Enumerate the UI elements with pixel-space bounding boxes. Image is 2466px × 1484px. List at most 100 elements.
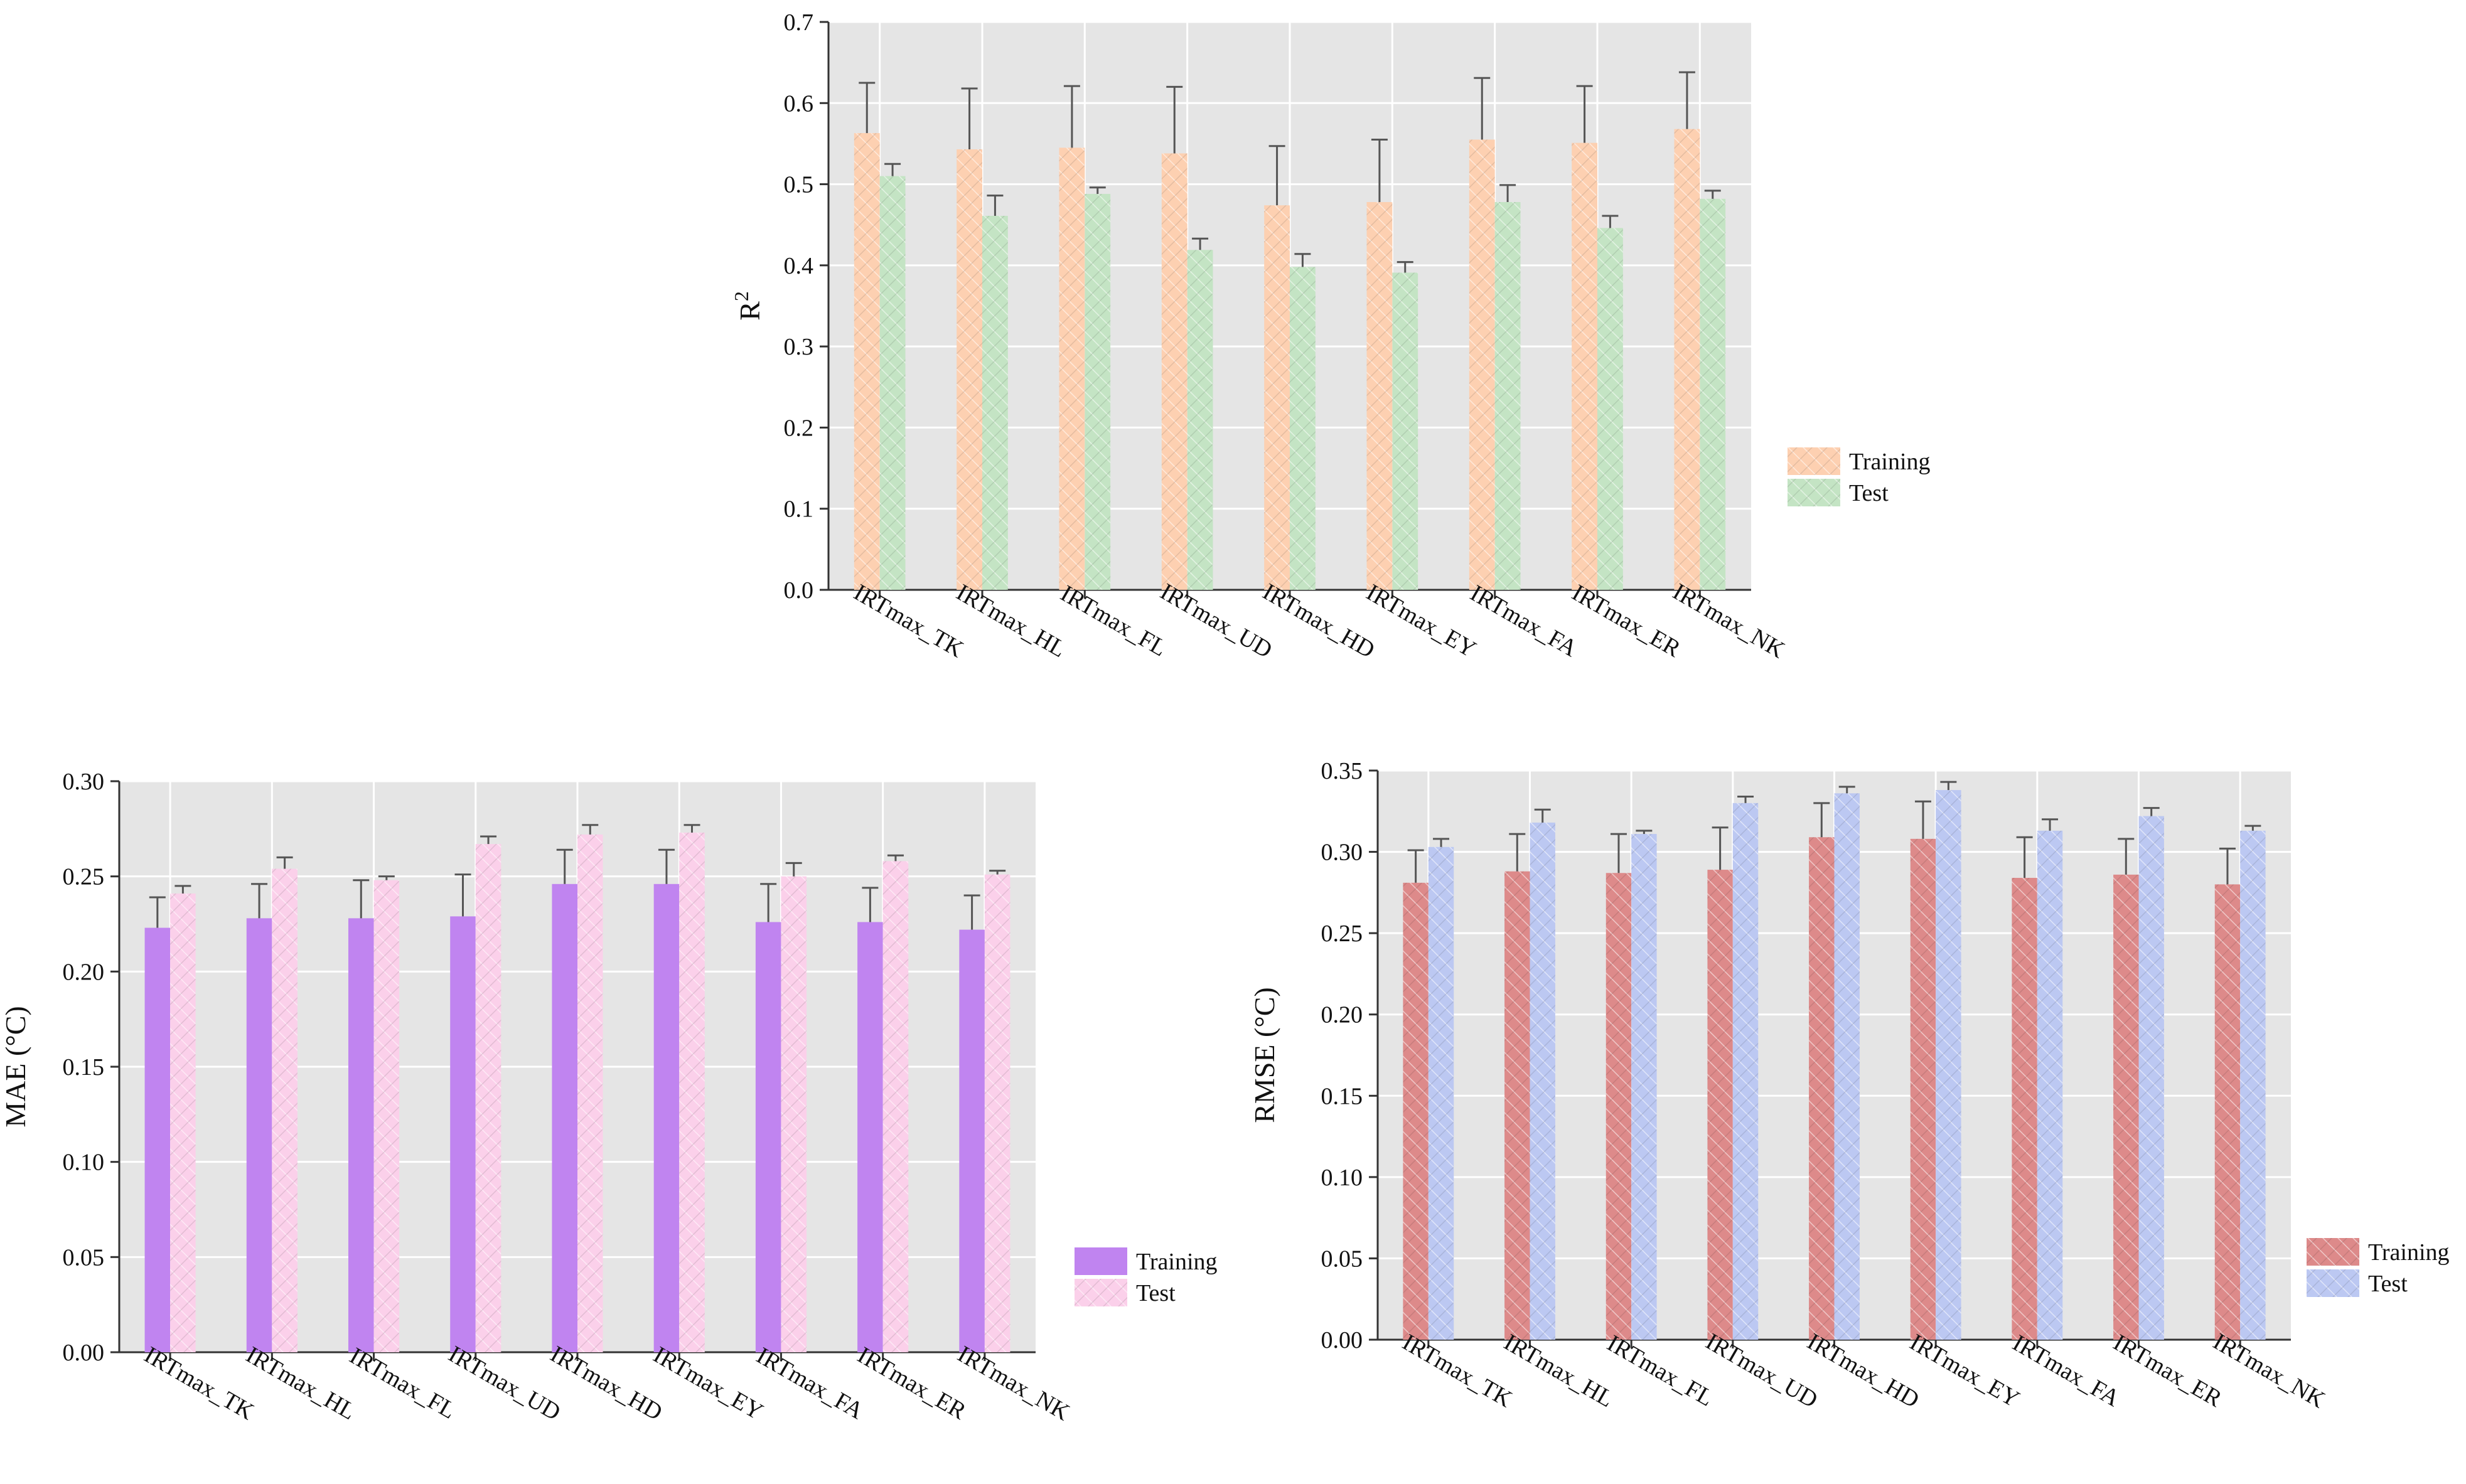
error-bar-r2-training-IRTmax_ER xyxy=(1576,85,1593,143)
error-bar-mae-test-IRTmax_EY xyxy=(684,824,700,833)
bar-rmse-test-IRTmax_TK xyxy=(1428,846,1454,1340)
mae-ytick-label: 0.25 xyxy=(63,864,105,890)
error-bar-r2-training-IRTmax_FA xyxy=(1474,77,1491,140)
error-bar-mae-test-IRTmax_ER xyxy=(887,854,904,862)
bar-mae-test-IRTmax_EY xyxy=(679,832,705,1352)
r2-ytick-label: 0.0 xyxy=(784,577,814,604)
error-bar-mae-training-IRTmax_EY xyxy=(658,848,675,884)
r2-ytick-label: 0.6 xyxy=(784,90,814,117)
bar-r2-test-IRTmax_FA xyxy=(1494,202,1521,590)
error-bar-rmse-training-IRTmax_EY xyxy=(1914,800,1931,839)
bar-r2-test-IRTmax_FL xyxy=(1085,194,1111,590)
bar-r2-training-IRTmax_EY xyxy=(1366,202,1393,590)
bar-mae-training-IRTmax_UD xyxy=(450,916,476,1352)
bar-rmse-training-IRTmax_HL xyxy=(1504,871,1530,1340)
error-bar-r2-test-IRTmax_NK xyxy=(1704,190,1721,199)
bar-r2-test-IRTmax_ER xyxy=(1597,228,1623,590)
error-bar-r2-test-IRTmax_ER xyxy=(1602,215,1619,228)
bar-mae-training-IRTmax_HD xyxy=(552,883,577,1352)
bar-r2-test-IRTmax_HL xyxy=(982,215,1008,590)
bar-rmse-training-IRTmax_EY xyxy=(1910,838,1936,1340)
error-bar-rmse-training-IRTmax_HD xyxy=(1813,802,1830,838)
mae-chart: 0.000.050.100.150.200.250.30IRTmax_TKIRT… xyxy=(0,769,1218,1426)
error-bar-rmse-training-IRTmax_FL xyxy=(1610,833,1627,873)
bar-r2-training-IRTmax_HD xyxy=(1264,205,1290,590)
error-bar-mae-test-IRTmax_NK xyxy=(989,870,1006,875)
bar-r2-training-IRTmax_ER xyxy=(1572,142,1597,590)
bar-mae-training-IRTmax_FL xyxy=(348,918,374,1352)
r2-ytick-label: 0.4 xyxy=(784,253,814,279)
bar-r2-training-IRTmax_TK xyxy=(854,133,880,590)
error-bar-r2-test-IRTmax_FA xyxy=(1499,184,1516,203)
rmse-legend-label-test: Test xyxy=(2368,1271,2408,1297)
bar-mae-test-IRTmax_HD xyxy=(577,834,603,1352)
r2-legend-swatch-training xyxy=(1788,447,1840,475)
error-bar-r2-test-IRTmax_TK xyxy=(884,163,901,176)
error-bar-r2-training-IRTmax_TK xyxy=(859,82,876,134)
error-bar-r2-test-IRTmax_FL xyxy=(1089,186,1106,195)
bar-mae-test-IRTmax_FA xyxy=(781,876,807,1352)
error-bar-rmse-training-IRTmax_HL xyxy=(1509,833,1526,872)
rmse-legend-swatch-training xyxy=(2307,1238,2359,1266)
error-bar-mae-test-IRTmax_TK xyxy=(174,885,191,894)
rmse-y-axis-title: RMSE (°C) xyxy=(1248,987,1280,1123)
bar-mae-test-IRTmax_FL xyxy=(373,880,400,1352)
bar-r2-training-IRTmax_UD xyxy=(1161,153,1187,590)
r2-ytick-label: 0.5 xyxy=(784,172,814,198)
rmse-ytick-label: 0.00 xyxy=(1321,1327,1363,1353)
mae-ytick-label: 0.20 xyxy=(63,959,105,985)
bar-mae-test-IRTmax_TK xyxy=(170,893,196,1352)
bar-rmse-test-IRTmax_EY xyxy=(1936,790,1961,1340)
error-bar-mae-training-IRTmax_HL xyxy=(251,883,268,919)
error-bar-rmse-test-IRTmax_HD xyxy=(1838,786,1855,794)
error-bar-r2-training-IRTmax_EY xyxy=(1371,138,1388,203)
r2-ytick-label: 0.1 xyxy=(784,496,814,523)
bar-r2-training-IRTmax_FL xyxy=(1059,147,1085,590)
rmse-ytick-label: 0.15 xyxy=(1321,1083,1363,1109)
error-bar-r2-test-IRTmax_HD xyxy=(1294,253,1311,267)
bar-rmse-test-IRTmax_ER xyxy=(2138,816,2164,1340)
error-bar-rmse-training-IRTmax_FA xyxy=(2016,836,2033,878)
error-bar-rmse-test-IRTmax_EY xyxy=(1940,781,1957,791)
error-bar-r2-test-IRTmax_EY xyxy=(1397,261,1413,273)
error-bar-r2-test-IRTmax_UD xyxy=(1192,237,1209,250)
error-bar-r2-training-IRTmax_UD xyxy=(1166,85,1183,154)
error-bar-rmse-test-IRTmax_FA xyxy=(2042,818,2059,831)
bar-rmse-training-IRTmax_TK xyxy=(1403,882,1429,1340)
error-bar-rmse-test-IRTmax_TK xyxy=(1433,838,1450,847)
error-bar-rmse-test-IRTmax_ER xyxy=(2143,807,2160,816)
bar-mae-test-IRTmax_NK xyxy=(984,874,1011,1352)
rmse-ytick-label: 0.05 xyxy=(1321,1246,1363,1272)
rmse-ytick-label: 0.30 xyxy=(1321,840,1363,866)
bar-r2-test-IRTmax_NK xyxy=(1700,198,1726,590)
bar-rmse-test-IRTmax_HL xyxy=(1530,822,1555,1340)
error-bar-mae-test-IRTmax_FL xyxy=(378,875,395,880)
bar-rmse-training-IRTmax_UD xyxy=(1707,870,1733,1340)
rmse-ytick-label: 0.35 xyxy=(1321,758,1363,784)
bar-mae-test-IRTmax_UD xyxy=(475,844,501,1352)
error-bar-rmse-test-IRTmax_FL xyxy=(1636,830,1653,835)
r2-legend: Training Test xyxy=(1788,447,1931,506)
r2-chart: 0.00.10.20.30.40.50.60.7IRTmax_TKIRTmax_… xyxy=(730,9,1931,664)
bar-r2-test-IRTmax_HD xyxy=(1290,267,1316,590)
r2-ytick-label: 0.3 xyxy=(784,334,814,360)
mae-ytick-label: 0.30 xyxy=(63,769,105,795)
error-bar-rmse-training-IRTmax_NK xyxy=(2219,847,2236,885)
error-bar-rmse-training-IRTmax_UD xyxy=(1712,826,1729,870)
rmse-legend: Training Test xyxy=(2307,1238,2450,1297)
bar-rmse-training-IRTmax_FA xyxy=(2012,878,2037,1340)
rmse-ytick-label: 0.20 xyxy=(1321,1002,1363,1028)
error-bar-mae-training-IRTmax_NK xyxy=(963,894,980,930)
error-bar-r2-training-IRTmax_HL xyxy=(961,87,978,149)
r2-y-axis-title: R2 xyxy=(730,291,766,321)
error-bar-r2-training-IRTmax_FL xyxy=(1063,85,1080,148)
rmse-legend-swatch-test xyxy=(2307,1269,2359,1297)
mae-legend-swatch-test xyxy=(1075,1279,1127,1306)
bar-rmse-test-IRTmax_UD xyxy=(1732,803,1759,1340)
mae-legend-label-training: Training xyxy=(1136,1249,1218,1275)
bar-mae-training-IRTmax_EY xyxy=(653,883,680,1352)
error-bar-mae-training-IRTmax_UD xyxy=(454,873,471,917)
bar-mae-training-IRTmax_HL xyxy=(246,918,272,1352)
mae-ytick-label: 0.00 xyxy=(63,1340,105,1366)
error-bar-mae-test-IRTmax_HD xyxy=(582,824,599,835)
